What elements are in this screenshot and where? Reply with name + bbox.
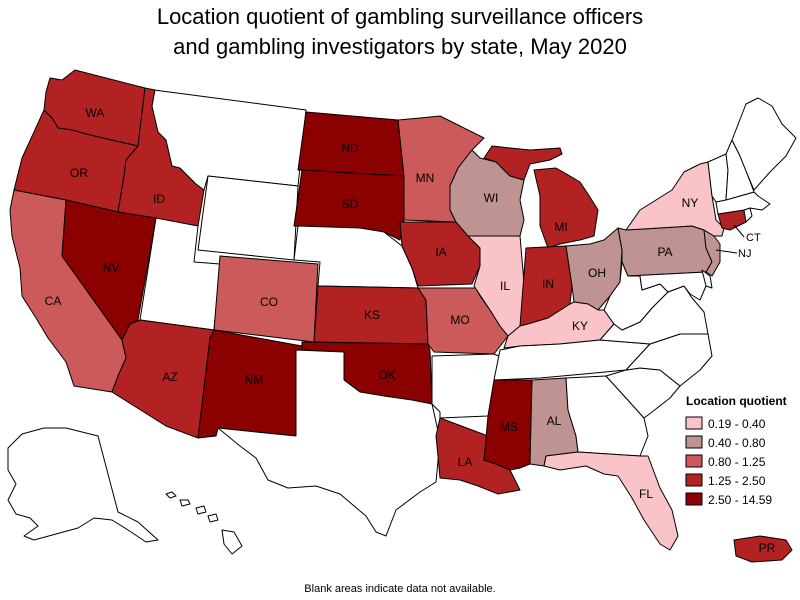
legend-swatch — [685, 492, 703, 506]
label-al: AL — [547, 414, 562, 428]
legend-title: Location quotient — [686, 394, 787, 408]
legend-item: 1.25 - 2.50 — [685, 473, 766, 488]
label-il: IL — [500, 279, 510, 293]
label-fl: FL — [639, 487, 653, 501]
label-ia: IA — [435, 245, 446, 259]
label-co: CO — [260, 295, 278, 309]
label-pa: PA — [657, 245, 672, 259]
label-nm: NM — [245, 373, 264, 387]
state-labels: WA OR ID CA NV AZ NM CO ND SD KS OK MN I… — [45, 106, 776, 555]
map-title-line-1: Location quotient of gambling surveillan… — [156, 4, 644, 29]
state-me[interactable] — [731, 97, 797, 191]
state-de[interactable] — [701, 269, 713, 289]
state-fl[interactable] — [543, 451, 679, 551]
legend-label: 0.80 - 1.25 — [708, 455, 766, 469]
state-hi[interactable] — [165, 491, 243, 555]
label-oh: OH — [588, 266, 606, 280]
legend-item: 0.80 - 1.25 — [685, 454, 766, 469]
state-pr[interactable] — [733, 535, 793, 563]
label-ky: KY — [572, 319, 588, 333]
state-ak[interactable] — [7, 427, 159, 543]
label-or: OR — [70, 166, 88, 180]
label-sd: SD — [342, 197, 359, 211]
label-mo: MO — [450, 313, 469, 327]
nj-leader-line — [715, 249, 738, 254]
legend-item: 2.50 - 14.59 — [685, 492, 772, 507]
label-ct: CT — [746, 232, 761, 244]
state-tx[interactable] — [217, 349, 441, 537]
state-mi[interactable] — [483, 145, 599, 249]
label-ks: KS — [364, 308, 380, 322]
legend-swatch — [685, 435, 703, 449]
footnote: Blank areas indicate data not available. — [304, 583, 496, 595]
label-la: LA — [458, 455, 473, 469]
label-id: ID — [153, 192, 165, 206]
label-pr: PR — [759, 541, 776, 555]
label-ca: CA — [45, 294, 62, 308]
legend-label: 0.40 - 0.80 — [708, 436, 766, 450]
legend-label: 2.50 - 14.59 — [708, 493, 772, 507]
legend-label: 1.25 - 2.50 — [708, 474, 766, 488]
label-ms: MS — [500, 420, 518, 434]
map-title-line-2: and gambling investigators by state, May… — [173, 34, 627, 59]
label-mi: MI — [554, 220, 567, 234]
ct-leader-line — [733, 224, 745, 238]
state-wy[interactable] — [197, 175, 299, 261]
label-nj: NJ — [738, 248, 751, 260]
label-wi: WI — [484, 191, 499, 205]
state-nj[interactable] — [703, 229, 721, 277]
label-wa: WA — [86, 106, 105, 120]
legend-item: 0.40 - 0.80 — [685, 435, 766, 450]
legend-swatch — [685, 416, 703, 430]
label-mn: MN — [416, 171, 435, 185]
label-nv: NV — [103, 261, 120, 275]
label-ny: NY — [682, 196, 699, 210]
legend: Location quotient 0.19 - 0.40 0.40 - 0.8… — [685, 394, 787, 507]
label-in: IN — [542, 277, 554, 291]
map-title: Location quotient of gambling surveillan… — [0, 2, 800, 62]
label-nd: ND — [341, 141, 359, 155]
legend-label: 0.19 - 0.40 — [708, 417, 766, 431]
legend-swatch — [685, 473, 703, 487]
legend-swatch — [685, 454, 703, 468]
label-ok: OK — [378, 368, 395, 382]
legend-item: 0.19 - 0.40 — [685, 416, 766, 431]
label-az: AZ — [162, 370, 177, 384]
